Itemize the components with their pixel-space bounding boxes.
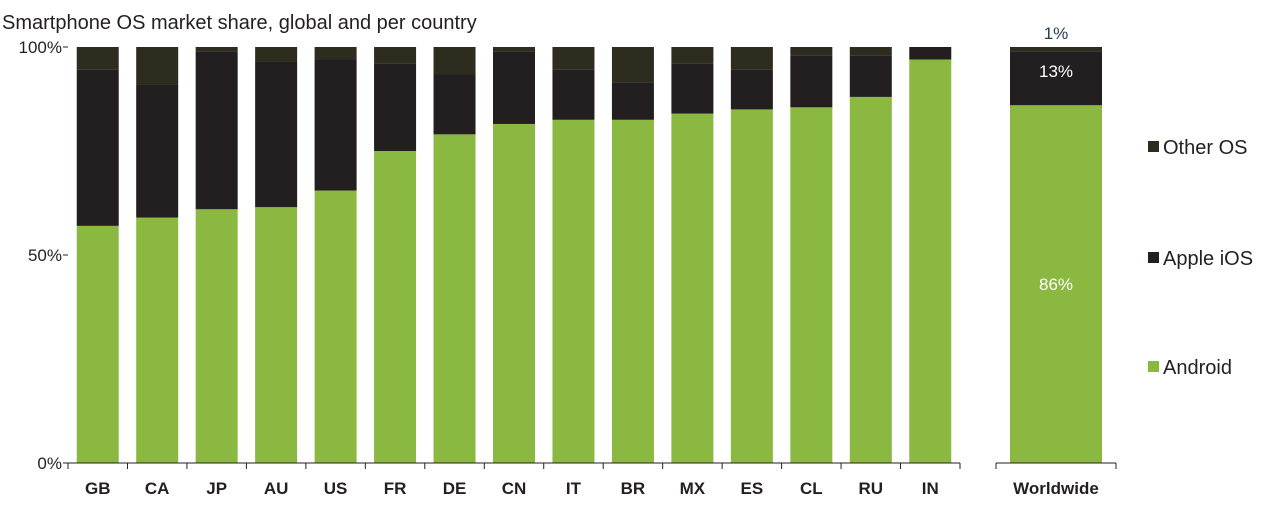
bar-ca-other-os [136, 47, 179, 85]
bar-cn-android [493, 123, 535, 464]
x-tick-label-worldwide: Worldwide [1013, 479, 1099, 498]
x-tick-label-gb: GB [85, 479, 111, 498]
y-axis: 0% 50% 100% [19, 38, 68, 473]
x-axis: GB CA JP AU US FR DE CN IT BR MX ES CL RU IN Worldwide [67, 462, 1117, 498]
x-tick-label-mx: MX [680, 479, 706, 498]
data-label-worldwide-android: 86% [1039, 275, 1073, 294]
legend-label-android: Android [1163, 357, 1232, 379]
bar-fr-android [374, 151, 417, 463]
bar-cl-android [790, 107, 833, 463]
bar-de-apple-ios [433, 74, 476, 135]
x-tick-label-us: US [324, 479, 348, 498]
bar-br-android [611, 119, 654, 464]
x-tick-label-it: IT [566, 479, 582, 498]
x-tick-label-cl: CL [800, 479, 823, 498]
y-tick-label: 100% [19, 38, 62, 57]
bar-mx-apple-ios [671, 63, 714, 114]
bar-ca-apple-ios [136, 84, 179, 218]
x-tick-label-fr: FR [384, 479, 407, 498]
x-tick-label-au: AU [264, 479, 289, 498]
bar-gb-other-os [76, 47, 119, 70]
legend-swatch-apple-ios [1148, 252, 1159, 263]
bar-fr-apple-ios [374, 63, 417, 151]
data-label-worldwide-apple-ios: 13% [1039, 62, 1073, 81]
legend-label-other-os: Other OS [1163, 137, 1247, 159]
bar-cn-apple-ios [493, 51, 535, 124]
bar-worldwide-android [1010, 105, 1102, 464]
x-tick-label-es: ES [741, 479, 764, 498]
data-labels: 86% 13% 1% [1039, 24, 1073, 294]
bar-gb-android [76, 225, 119, 463]
bar-us-android [314, 190, 357, 463]
x-tick-label-ru: RU [859, 479, 884, 498]
bar-worldwide-other-os [1010, 47, 1102, 52]
bar-ca-android [136, 217, 179, 463]
bar-br-other-os [611, 47, 654, 83]
bar-es-apple-ios [730, 69, 773, 110]
bar-it-android [552, 119, 595, 464]
bar-in-apple-ios [909, 47, 952, 60]
bar-it-apple-ios [552, 69, 595, 120]
bars [76, 47, 1102, 464]
bar-mx-other-os [671, 47, 714, 64]
bar-gb-apple-ios [76, 69, 119, 226]
bar-jp-other-os [195, 47, 238, 52]
bar-es-android [730, 109, 773, 464]
bar-us-apple-ios [314, 59, 357, 191]
bar-de-android [433, 134, 476, 464]
bar-es-other-os [730, 47, 773, 70]
bar-ru-android [849, 96, 892, 464]
bar-au-apple-ios [255, 61, 298, 208]
bar-au-other-os [255, 47, 298, 62]
x-tick-label-cn: CN [502, 479, 527, 498]
bar-cl-apple-ios [790, 55, 833, 108]
bar-jp-android [195, 209, 238, 463]
x-tick-label-in: IN [922, 479, 939, 498]
bar-in-android [909, 59, 952, 463]
bar-jp-apple-ios [195, 51, 238, 210]
x-tick-label-jp: JP [206, 479, 227, 498]
legend: Other OS Apple iOS Android [1148, 137, 1253, 379]
chart-title: Smartphone OS market share, global and p… [2, 12, 477, 34]
bar-au-android [255, 207, 298, 463]
bar-br-apple-ios [611, 82, 654, 120]
bar-de-other-os [433, 47, 476, 75]
data-label-worldwide-other-os: 1% [1044, 24, 1069, 43]
x-tick-label-de: DE [443, 479, 467, 498]
bar-worldwide-apple-ios [1010, 51, 1102, 106]
x-tick-label-ca: CA [145, 479, 170, 498]
bar-cl-other-os [790, 47, 833, 56]
bar-ru-other-os [849, 47, 892, 56]
bar-mx-android [671, 113, 714, 463]
legend-swatch-other-os [1148, 141, 1159, 152]
bar-it-other-os [552, 47, 595, 70]
legend-label-apple-ios: Apple iOS [1163, 248, 1253, 270]
bar-fr-other-os [374, 47, 417, 64]
bar-ru-apple-ios [849, 55, 892, 97]
y-tick-label: 0% [37, 454, 62, 473]
y-tick-label: 50% [28, 246, 62, 265]
bar-us-other-os [314, 47, 357, 60]
legend-swatch-android [1148, 361, 1159, 372]
x-tick-label-br: BR [621, 479, 646, 498]
bar-cn-other-os [493, 47, 535, 52]
